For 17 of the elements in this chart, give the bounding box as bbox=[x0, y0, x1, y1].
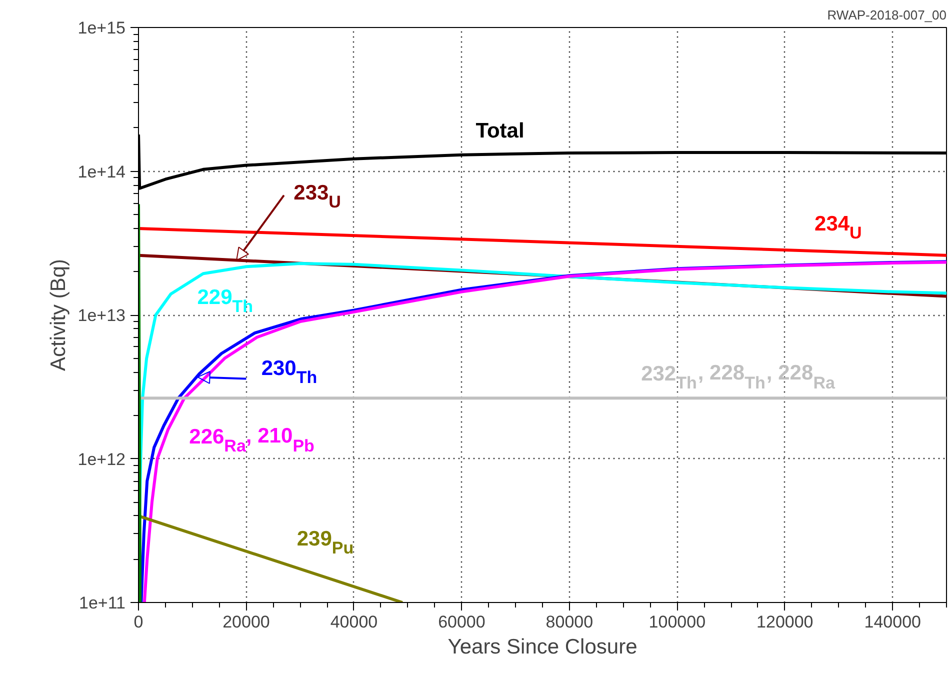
y-axis-title: Activity (Bq) bbox=[46, 258, 70, 372]
series-label: Total bbox=[476, 120, 524, 143]
x-tick-label: 120000 bbox=[756, 612, 814, 632]
x-tick-label: 40000 bbox=[330, 612, 378, 632]
x-axis-title: Years Since Closure bbox=[448, 636, 638, 658]
x-tick-label: 20000 bbox=[222, 612, 270, 632]
x-tick-label: 0 bbox=[134, 612, 144, 632]
x-tick-label: 80000 bbox=[546, 612, 594, 632]
y-tick-label: 1e+14 bbox=[78, 162, 126, 182]
x-tick-label: 100000 bbox=[648, 612, 706, 632]
y-tick-label: 1e+11 bbox=[79, 594, 126, 612]
x-tick-label: 60000 bbox=[438, 612, 486, 632]
x-tick-label: 140000 bbox=[864, 612, 922, 632]
text: RWAP-2018-007_00 bbox=[827, 8, 947, 22]
y-tick-label: 1e+15 bbox=[78, 18, 126, 38]
y-tick-label: 1e+12 bbox=[78, 450, 126, 469]
y-tick-label: 1e+13 bbox=[78, 306, 126, 325]
